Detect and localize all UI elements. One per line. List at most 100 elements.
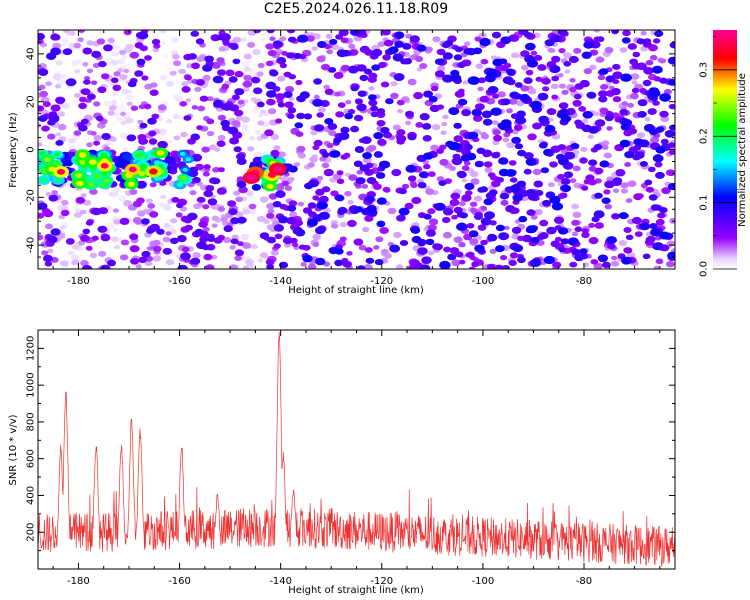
spectrogram-cell [481, 110, 493, 119]
spectrogram-cell [216, 57, 225, 64]
spectrogram-cell [588, 159, 598, 166]
spectrogram-cell [500, 199, 509, 206]
spectrogram-cell [512, 193, 523, 202]
spectrogram-cell [84, 76, 91, 81]
spectrogram-cell [538, 115, 549, 124]
spectrogram-cell [569, 86, 577, 93]
spectrogram-cell [110, 59, 119, 66]
spectrogram-cell [417, 247, 428, 255]
spectrogram-cell [78, 124, 88, 132]
spectrogram-cell [232, 94, 240, 101]
spectrogram-cell [211, 177, 221, 185]
spectrogram-cell [97, 86, 107, 94]
spectrogram-cell [340, 37, 349, 44]
spectrogram-cell [190, 30, 200, 37]
spectrogram-cell [318, 195, 329, 203]
spectrogram-cell [241, 116, 250, 123]
spectrogram-cell [346, 251, 353, 256]
spectrogram-cell [46, 235, 58, 244]
spectrogram-cell [492, 58, 503, 67]
spectrogram-cell [253, 87, 263, 95]
spectrogram-cell [651, 65, 663, 74]
spectrogram-cell [537, 92, 549, 101]
spectrogram-cell [347, 200, 354, 205]
spectrogram-cell [170, 218, 178, 224]
spectrogram-cell [295, 131, 304, 137]
spectrogram-cell [623, 227, 632, 233]
spectrogram-cell [404, 202, 414, 210]
spectrogram-cell [117, 104, 125, 110]
spectrogram-cell [659, 77, 668, 84]
spectrogram-cell [38, 68, 49, 76]
spectrogram-cell [524, 31, 533, 39]
spectrogram-cell [57, 79, 66, 85]
spectrogram-cell [380, 126, 390, 134]
spectrogram-cell [668, 103, 675, 110]
spectrogram-cell [80, 193, 87, 198]
spectrogram-cell [123, 46, 133, 53]
spectrogram-cell [572, 99, 582, 107]
spectrogram-cell [42, 101, 51, 108]
spectrogram-cell [266, 98, 276, 106]
spectrogram-cell [278, 261, 289, 269]
spectrogram-cell [212, 62, 221, 69]
spectrogram-cell [428, 96, 438, 103]
spectrogram-cell [149, 211, 159, 218]
spectrogram-cell [166, 119, 173, 124]
spectrogram-cell [48, 194, 59, 202]
spectrogram-cell [256, 101, 265, 108]
spectrogram-cell [265, 43, 275, 50]
spectrogram-cell [362, 152, 372, 160]
spectrogram-cell [393, 231, 402, 238]
spectrogram-cell [123, 68, 130, 74]
spectrogram-cell [639, 161, 648, 167]
spectrogram-cell [480, 205, 488, 211]
spectrogram-cell [594, 167, 604, 175]
spectrogram-cell [390, 81, 398, 87]
spectrogram-cell [563, 61, 572, 67]
spectrogram-cell [159, 180, 167, 186]
spectrogram-cell [91, 50, 102, 58]
spectrogram-cell [370, 105, 379, 112]
spectrogram-cell-core [139, 163, 147, 169]
spectrogram-cell [240, 256, 247, 261]
spectrogram-cell [427, 208, 436, 215]
spectrogram-cell [347, 65, 359, 74]
spectrogram-cell [269, 69, 279, 77]
spectrogram-cell [117, 68, 124, 73]
spectrogram-cell [330, 150, 341, 158]
spectrogram-cell [117, 58, 125, 65]
spectrogram-cell [491, 152, 501, 159]
spectrogram-cell [605, 75, 616, 83]
spectrogram-cell [376, 108, 386, 115]
spectrogram-cell [191, 153, 203, 162]
spectrogram-cell [467, 131, 479, 140]
spectrogram-cell [612, 63, 621, 70]
spectrogram-cell [594, 192, 603, 199]
spectrogram-cell [119, 132, 128, 139]
spectrogram-cell [517, 256, 526, 264]
spectrogram-cell [558, 83, 567, 89]
spectrogram-cell [449, 199, 460, 206]
spectrogram-cell [345, 100, 352, 105]
spectrogram-cell [296, 112, 306, 120]
spectrogram-cell [82, 47, 93, 55]
spectrogram-cell [148, 130, 157, 137]
spectrogram-cell [363, 157, 372, 164]
spectrogram-cell [136, 197, 145, 204]
spectrogram-cell [559, 192, 568, 199]
spectrogram-cell [80, 88, 91, 96]
spectrogram-cell [631, 80, 638, 85]
spectrogram-cell-core [78, 152, 87, 158]
spectrogram-x-tick-label: -160 [168, 276, 191, 287]
snr-y-tick-label: 1000 [26, 372, 37, 397]
spectrogram-cell [313, 139, 323, 147]
spectrogram-cell [217, 134, 226, 141]
spectrogram-cell [85, 220, 94, 226]
spectrogram-cell [524, 42, 536, 51]
spectrogram-cell [564, 69, 571, 74]
spectrogram-cell [57, 123, 67, 131]
spectrogram-cell [653, 38, 661, 44]
spectrogram-cell [413, 92, 423, 100]
figure-title: C2E5.2024.026.11.18.R09 [263, 1, 449, 17]
